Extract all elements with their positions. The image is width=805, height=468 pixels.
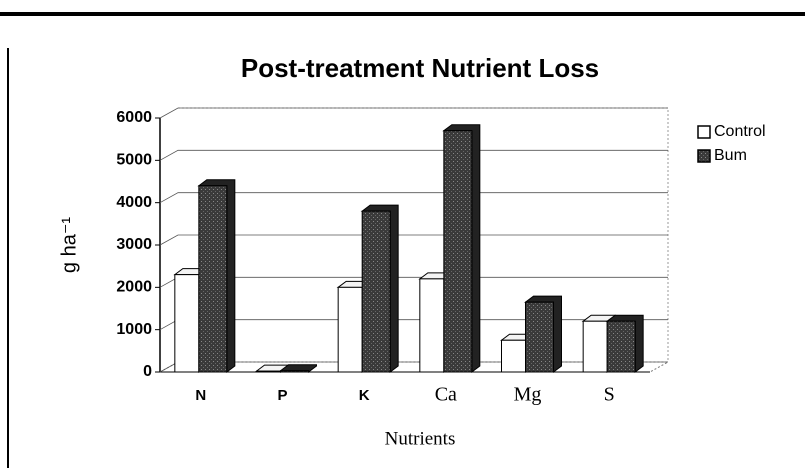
y-tick-label: 1000 — [116, 321, 152, 338]
bar — [501, 339, 526, 373]
grid-line — [159, 234, 668, 246]
bar — [582, 320, 608, 373]
top-rule — [0, 12, 805, 16]
bar — [361, 210, 391, 373]
grid-line — [159, 192, 668, 204]
y-tick-label: 4000 — [116, 194, 152, 211]
x-tick-label: S — [604, 384, 615, 406]
y-tick-label: 3000 — [116, 236, 152, 253]
legend-label: Bum — [714, 147, 747, 164]
bar — [443, 130, 473, 373]
x-tick-label: N — [195, 387, 206, 404]
x-tick-label: P — [277, 387, 287, 404]
legend-swatch — [697, 149, 711, 163]
y-axis-label: g ha⁻¹ — [58, 217, 80, 273]
bar — [174, 274, 200, 373]
x-tick-label: Mg — [514, 384, 542, 406]
bar — [256, 370, 281, 373]
x-axis-label: Nutrients — [385, 428, 456, 449]
y-tick-label: 6000 — [116, 109, 152, 126]
bar — [280, 370, 309, 373]
y-tick-label: 2000 — [116, 279, 152, 296]
bar — [198, 185, 228, 373]
bar — [419, 278, 445, 373]
bar — [337, 286, 363, 373]
legend-swatch — [697, 125, 711, 139]
grid-line — [159, 107, 668, 119]
chart-title: Post-treatment Nutrient Loss — [241, 53, 599, 83]
left-rule — [7, 48, 9, 468]
x-tick-label: Ca — [435, 384, 457, 406]
y-tick-label: 5000 — [116, 152, 152, 169]
grid-line — [159, 149, 668, 161]
grid-line — [159, 276, 668, 288]
legend-label: Control — [714, 123, 766, 140]
y-tick-label: 0 — [143, 363, 152, 380]
x-tick-label: K — [359, 387, 370, 404]
bar — [525, 301, 554, 373]
bar — [606, 320, 636, 373]
